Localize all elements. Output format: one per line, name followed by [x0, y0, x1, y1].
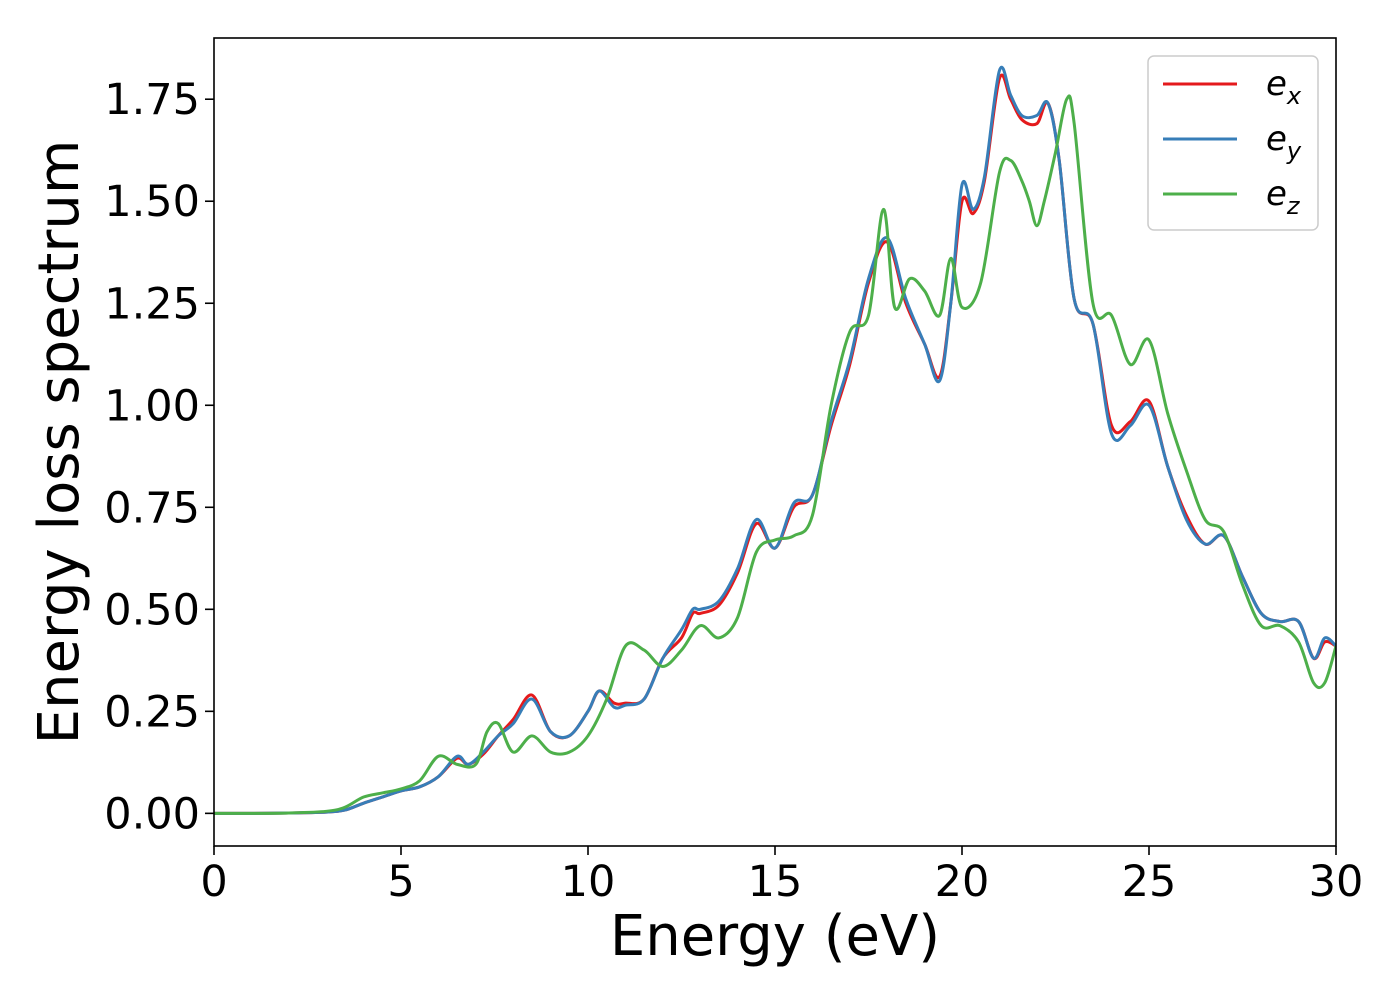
x-tick-label: 30 [1309, 857, 1364, 907]
x-tick-label: 5 [387, 857, 414, 907]
legend-label-ex: ex [1266, 64, 1302, 110]
x-tick-label: 10 [561, 857, 616, 907]
x-tick-label: 0 [200, 857, 227, 907]
legend: ex ey ez [1147, 55, 1319, 231]
y-tick-label: 0.50 [104, 585, 200, 635]
y-tick-label: 1.75 [104, 75, 200, 125]
y-tick-label: 1.50 [104, 177, 200, 227]
y-tick-label: 1.00 [104, 381, 200, 431]
y-axis-label: Energy loss spectrum [27, 140, 92, 745]
x-tick-label: 15 [748, 857, 803, 907]
series-line-ez [214, 94, 1336, 815]
x-axis-label: Energy (eV) [610, 904, 940, 969]
y-axis-ticks: 0.00 0.25 0.50 0.75 1.00 1.25 1.50 1.75 [104, 75, 214, 839]
series-group [214, 65, 1336, 815]
y-tick-label: 0.00 [104, 789, 200, 839]
y-tick-label: 0.75 [104, 483, 200, 533]
y-tick-label: 1.25 [104, 279, 200, 329]
x-axis-ticks: 0 5 10 15 20 25 30 [200, 846, 1363, 907]
x-tick-label: 25 [1122, 857, 1177, 907]
legend-label-ez: ez [1266, 174, 1301, 220]
legend-entries: ex ey ez [1163, 64, 1302, 220]
y-tick-label: 0.25 [104, 687, 200, 737]
series-line-ey [214, 65, 1336, 815]
x-tick-label: 20 [935, 857, 990, 907]
legend-label-ey: ey [1266, 119, 1302, 165]
legend-box [1147, 55, 1319, 231]
